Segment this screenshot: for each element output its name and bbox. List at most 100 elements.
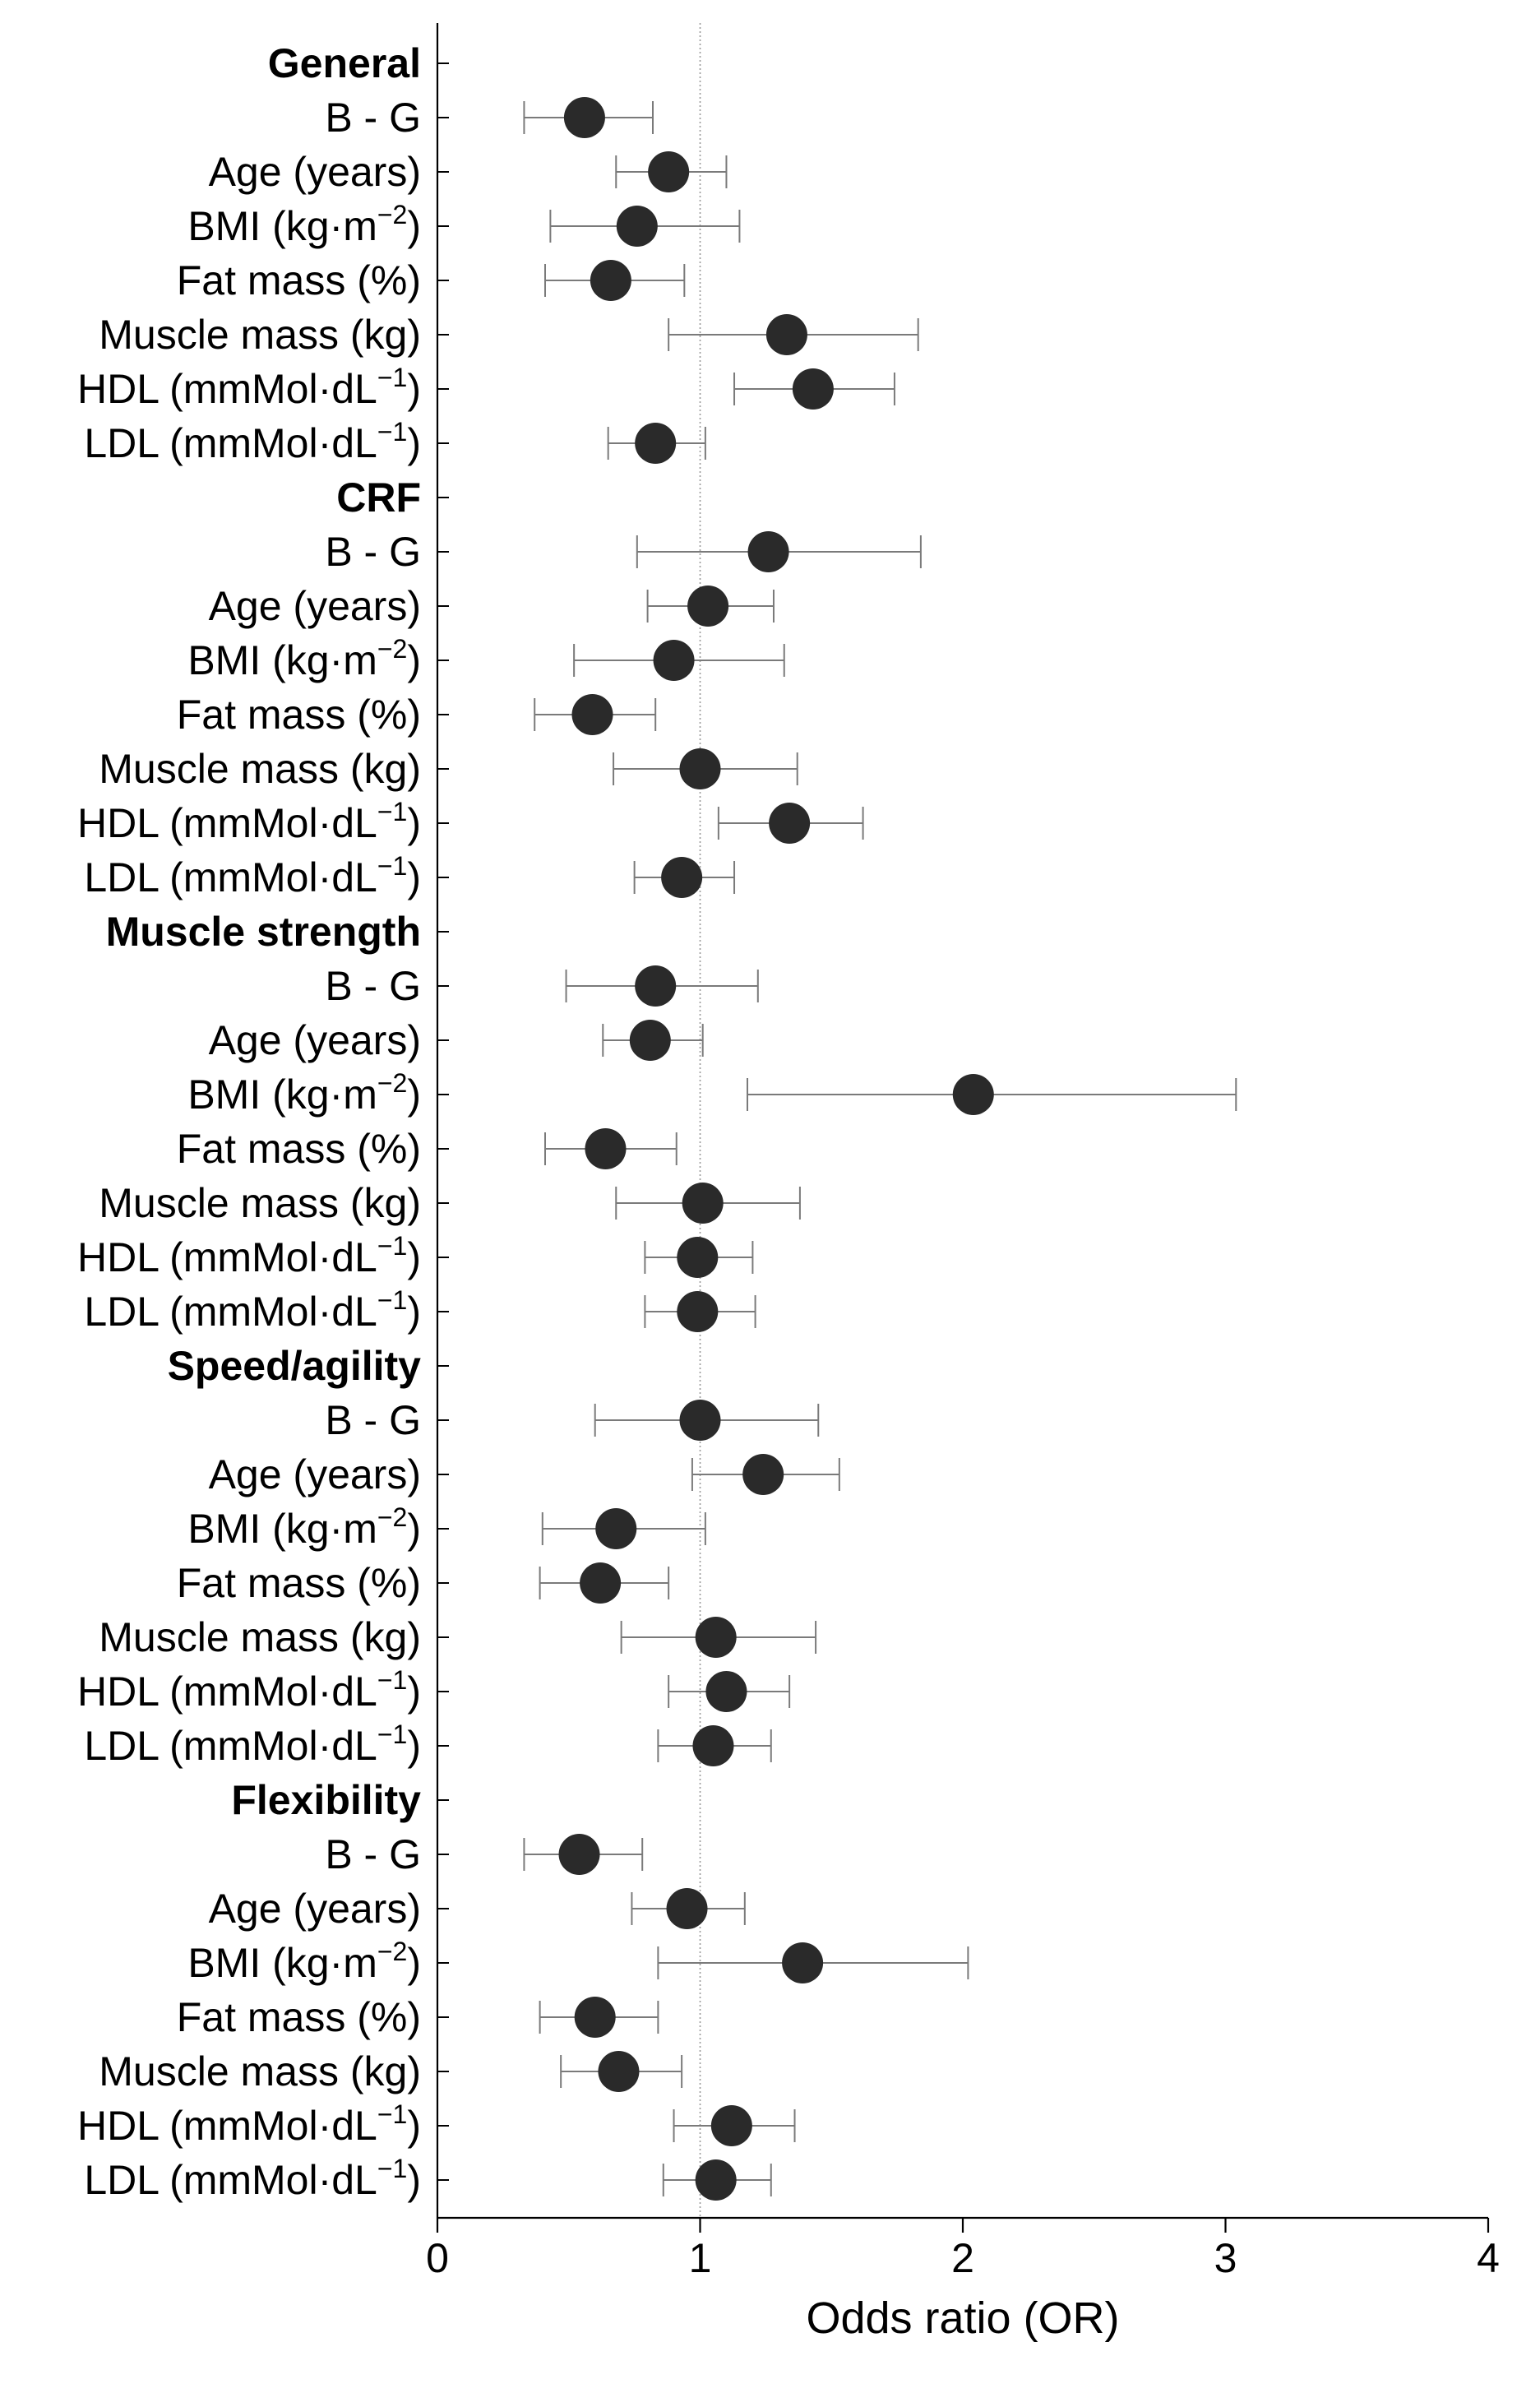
row-label: Muscle mass (kg) — [99, 746, 421, 792]
point-estimate — [695, 1617, 737, 1658]
row-label-superscript: −1 — [377, 1720, 407, 1749]
row-label: Muscle mass (kg) — [99, 2048, 421, 2094]
point-estimate — [710, 2105, 752, 2146]
row-label: HDL (mmMol·dL−1) — [77, 363, 421, 412]
row: Muscle mass (kg) — [99, 2048, 683, 2094]
point-estimate — [742, 1454, 784, 1495]
point-estimate — [590, 260, 631, 301]
row: Muscle mass (kg) — [99, 1180, 801, 1226]
row-label-superscript: −1 — [377, 2099, 407, 2129]
row: Muscle mass (kg) — [99, 1614, 817, 1660]
row: Age (years) — [209, 1451, 840, 1497]
x-tick-label: 0 — [426, 2235, 449, 2281]
row-label: Age (years) — [209, 1886, 421, 1932]
row-label-superscript: −1 — [377, 417, 407, 447]
row: Fat mass (%) — [177, 1560, 670, 1606]
row: Age (years) — [209, 1886, 746, 1932]
point-estimate — [952, 1074, 994, 1115]
row-label-tail: ) — [407, 203, 421, 249]
row: Muscle mass (kg) — [99, 312, 919, 358]
point-estimate — [679, 748, 721, 789]
point-estimate — [666, 1888, 708, 1929]
row: BMI (kg·m−2) — [187, 634, 785, 683]
point-estimate — [692, 1725, 734, 1766]
point-estimate — [782, 1942, 824, 1983]
row-label-main: BMI (kg·m — [187, 1940, 377, 1986]
row-label: BMI (kg·m−2) — [187, 200, 421, 249]
row: BMI (kg·m−2) — [187, 1502, 706, 1552]
row-label: BMI (kg·m−2) — [187, 1937, 421, 1986]
row: Age (years) — [209, 583, 775, 629]
row-label-main: LDL (mmMol·dL — [84, 1723, 377, 1769]
row: Fat mass (%) — [177, 692, 657, 738]
row-label-main: BMI (kg·m — [187, 637, 377, 683]
row: B - G — [325, 963, 759, 1009]
point-estimate — [695, 2159, 737, 2201]
point-estimate — [574, 1997, 616, 2038]
row-label: BMI (kg·m−2) — [187, 1068, 421, 1118]
row: BMI (kg·m−2) — [187, 1068, 1237, 1118]
row-label-main: HDL (mmMol·dL — [77, 366, 377, 412]
group-label: Speed/agility — [168, 1343, 422, 1389]
row-label: LDL (mmMol·dL−1) — [84, 851, 421, 900]
row-label: Age (years) — [209, 149, 421, 195]
row-label-superscript: −1 — [377, 2154, 407, 2183]
row-label-main: HDL (mmMol·dL — [77, 800, 377, 846]
row-label-superscript: −1 — [377, 1665, 407, 1695]
row-label-main: HDL (mmMol·dL — [77, 1669, 377, 1715]
group-crf: CRF B - G Age (years) BMI (kg·m−2) Fat mass … — [77, 474, 922, 900]
row-label-main: LDL (mmMol·dL — [84, 2157, 377, 2203]
row-label: Fat mass (%) — [177, 692, 421, 738]
row-label: Muscle mass (kg) — [99, 1614, 421, 1660]
point-estimate — [705, 1671, 747, 1712]
row-label: HDL (mmMol·dL−1) — [77, 1665, 421, 1715]
row-label: LDL (mmMol·dL−1) — [84, 1720, 421, 1769]
row-label-tail: ) — [407, 2157, 421, 2203]
row: B - G — [325, 1831, 644, 1877]
row-label: HDL (mmMol·dL−1) — [77, 2099, 421, 2149]
point-estimate — [653, 640, 695, 681]
group-label: Flexibility — [231, 1777, 421, 1823]
row-label-tail: ) — [407, 1669, 421, 1715]
row-label: BMI (kg·m−2) — [187, 1502, 421, 1552]
point-estimate — [585, 1128, 627, 1169]
point-estimate — [765, 314, 807, 355]
row-label-main: LDL (mmMol·dL — [84, 854, 377, 900]
row-label: B - G — [325, 963, 421, 1009]
row-label-tail: ) — [407, 637, 421, 683]
row-label-tail: ) — [407, 854, 421, 900]
row-label-tail: ) — [407, 1234, 421, 1280]
row-label: LDL (mmMol·dL−1) — [84, 2154, 421, 2203]
row-label: BMI (kg·m−2) — [187, 634, 421, 683]
point-estimate — [687, 586, 729, 627]
row: B - G — [325, 1397, 820, 1443]
row: Muscle mass (kg) — [99, 746, 798, 792]
group-label: General — [268, 40, 421, 86]
group-label: Muscle strength — [106, 909, 421, 955]
row-label-main: BMI (kg·m — [187, 1506, 377, 1552]
row-label: B - G — [325, 529, 421, 575]
row: Fat mass (%) — [177, 1126, 678, 1172]
row-label: Fat mass (%) — [177, 1126, 421, 1172]
row-label-tail: ) — [407, 2103, 421, 2149]
point-estimate — [747, 531, 789, 572]
row-label: B - G — [325, 95, 421, 141]
x-tick-label: 3 — [1214, 2235, 1237, 2281]
point-estimate — [571, 694, 613, 735]
row-label-superscript: −2 — [377, 1068, 407, 1098]
row-label: Age (years) — [209, 1017, 421, 1063]
point-estimate — [595, 1508, 637, 1549]
row-label-tail: ) — [407, 1940, 421, 1986]
row-label: HDL (mmMol·dL−1) — [77, 1231, 421, 1280]
row-label-main: HDL (mmMol·dL — [77, 2103, 377, 2149]
group-speed-agility: Speed/agility B - G Age (years) BMI (kg·m−2… — [77, 1343, 840, 1769]
point-estimate — [648, 151, 690, 192]
row-label: HDL (mmMol·dL−1) — [77, 797, 421, 846]
row: Age (years) — [209, 1017, 704, 1063]
row-label-main: LDL (mmMol·dL — [84, 420, 377, 466]
point-estimate — [677, 1291, 719, 1332]
row-label-main: LDL (mmMol·dL — [84, 1289, 377, 1335]
row-label-tail: ) — [407, 1723, 421, 1769]
row: LDL (mmMol·dL−1) — [84, 1285, 756, 1335]
